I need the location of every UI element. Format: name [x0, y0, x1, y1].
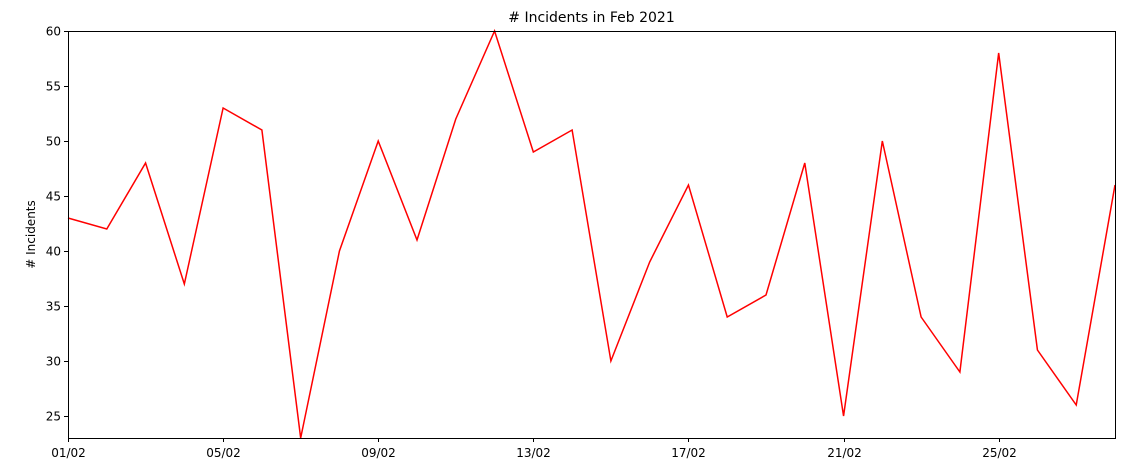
- x-tick-label: 25/02: [982, 446, 1017, 460]
- y-tick-label: 50: [46, 135, 61, 149]
- y-axis-ticks: 25 30 35 40 45 50 55 60: [46, 25, 68, 424]
- y-axis-label: # Incidents: [24, 200, 38, 269]
- x-tick-label: 05/02: [206, 446, 241, 460]
- y-tick-label: 25: [46, 410, 61, 424]
- x-axis-ticks: 01/02 05/02 09/02 13/02 17/02 21/02 25/02: [51, 438, 1017, 460]
- y-tick-label: 55: [46, 80, 61, 94]
- x-tick-label: 13/02: [516, 446, 551, 460]
- x-tick-label: 17/02: [671, 446, 706, 460]
- y-tick-label: 35: [46, 300, 61, 314]
- x-tick-label: 09/02: [361, 446, 396, 460]
- y-tick-label: 30: [46, 355, 61, 369]
- series-line: [67, 28, 1116, 439]
- chart-title: # Incidents in Feb 2021: [508, 10, 674, 26]
- y-tick-label: 45: [46, 190, 61, 204]
- y-tick-label: 40: [46, 245, 61, 259]
- x-tick-label: 21/02: [827, 446, 862, 460]
- plot-frame: [68, 31, 1116, 439]
- y-tick-label: 60: [46, 25, 61, 39]
- x-tick-label: 01/02: [51, 446, 86, 460]
